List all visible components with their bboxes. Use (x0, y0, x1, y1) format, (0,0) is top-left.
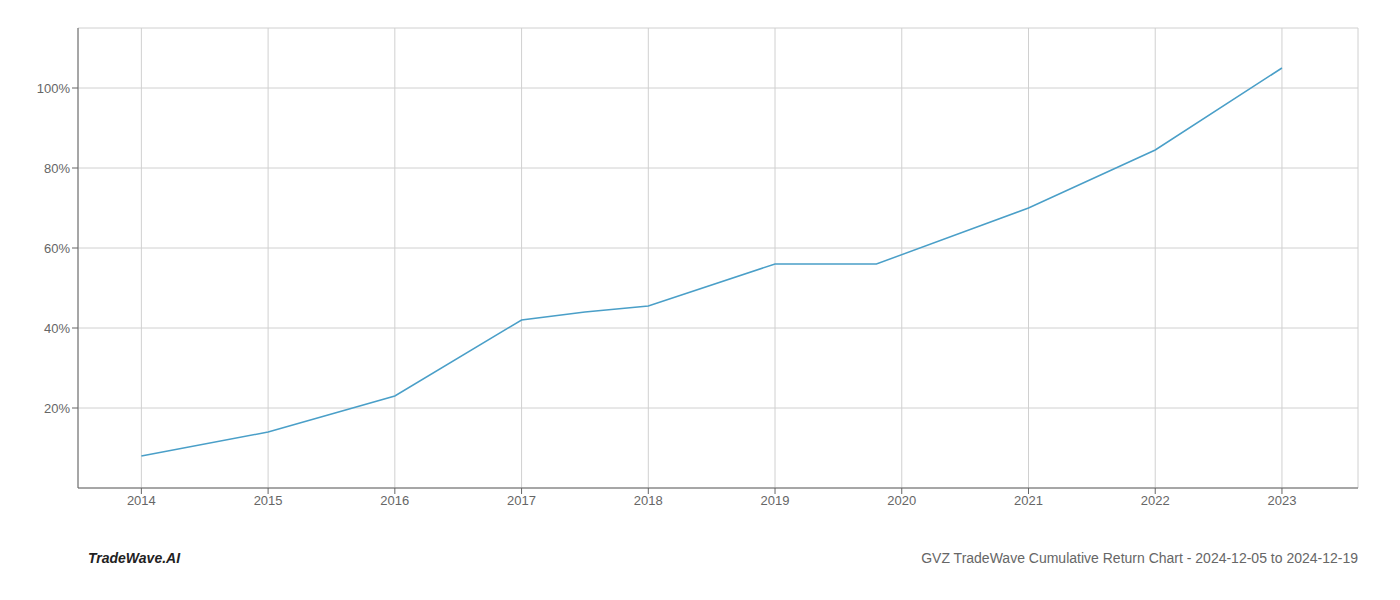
svg-text:60%: 60% (44, 241, 70, 256)
svg-text:40%: 40% (44, 321, 70, 336)
svg-text:2022: 2022 (1141, 493, 1170, 508)
svg-text:20%: 20% (44, 401, 70, 416)
html-text:TradeWave.AI: TradeWave.AI (88, 550, 181, 566)
svg-text:2014: 2014 (127, 493, 156, 508)
html-text:GVZ TradeWave Cumulative Retur: GVZ TradeWave Cumulative Return Chart - … (921, 550, 1358, 566)
svg-text:2015: 2015 (254, 493, 283, 508)
svg-text:2020: 2020 (887, 493, 916, 508)
svg-text:2018: 2018 (634, 493, 663, 508)
svg-text:2019: 2019 (761, 493, 790, 508)
svg-text:80%: 80% (44, 161, 70, 176)
svg-text:2023: 2023 (1267, 493, 1296, 508)
svg-text:2017: 2017 (507, 493, 536, 508)
svg-text:2016: 2016 (380, 493, 409, 508)
svg-text:100%: 100% (37, 81, 71, 96)
svg-text:2021: 2021 (1014, 493, 1043, 508)
